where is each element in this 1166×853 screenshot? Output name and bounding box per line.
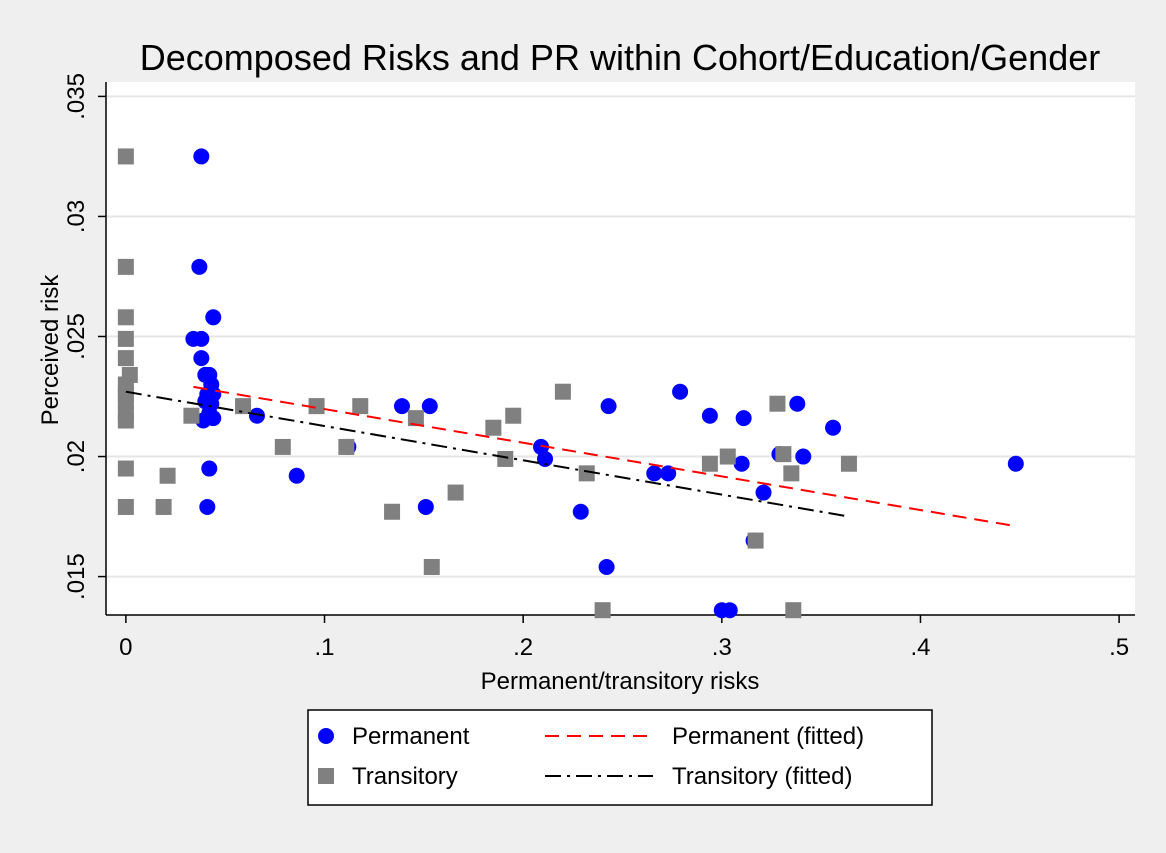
- x-tick-label: .2: [513, 634, 533, 661]
- permanent-point: [537, 450, 554, 467]
- transitory-point: [775, 446, 792, 463]
- transitory-point: [117, 460, 134, 477]
- permanent-point: [660, 465, 677, 482]
- permanent-point: [393, 398, 410, 415]
- transitory-point: [338, 438, 355, 455]
- transitory-point: [554, 383, 571, 400]
- transitory-point: [117, 309, 134, 326]
- permanent-point: [789, 395, 806, 412]
- transitory-fitted-line: [125, 390, 850, 518]
- transitory-point: [783, 465, 800, 482]
- transitory-point: [117, 498, 134, 515]
- transitory-point: [785, 602, 802, 619]
- transitory-point: [497, 450, 514, 467]
- permanent-point: [825, 419, 842, 436]
- legend-label: Transitory: [352, 763, 458, 790]
- y-axis-label: Perceived risk: [37, 274, 64, 426]
- permanent-point: [191, 258, 208, 275]
- transitory-point: [769, 395, 786, 412]
- transitory-point: [384, 503, 401, 520]
- x-tick-label: .4: [910, 634, 930, 661]
- permanent-point: [721, 602, 738, 619]
- x-tick-label: .5: [1109, 634, 1129, 661]
- x-axis-label: Permanent/transitory risks: [481, 668, 760, 695]
- transitory-point: [423, 558, 440, 575]
- x-tick-label: .1: [315, 634, 335, 661]
- transitory-point: [117, 258, 134, 275]
- permanent-point: [795, 448, 812, 465]
- legend-label: Transitory (fitted): [672, 763, 852, 790]
- permanent-point: [755, 484, 772, 501]
- permanent-fitted-line: [193, 385, 1016, 528]
- permanent-point: [193, 350, 210, 367]
- y-tick-label: .035: [63, 73, 90, 120]
- permanent-point: [288, 467, 305, 484]
- legend-box: [307, 709, 933, 806]
- transitory-point: [155, 498, 172, 515]
- transitory-point: [701, 455, 718, 472]
- permanent-point: [701, 407, 718, 424]
- chart-title: Decomposed Risks and PR within Cohort/Ed…: [140, 37, 1101, 78]
- permanent-point: [421, 398, 438, 415]
- permanent-point: [598, 558, 615, 575]
- transitory-point: [747, 532, 764, 549]
- y-tick-label: .02: [63, 440, 90, 473]
- permanent-point: [735, 410, 752, 427]
- transitory-point: [594, 602, 611, 619]
- transitory-point: [117, 148, 134, 165]
- permanent-point: [193, 148, 210, 165]
- permanent-point: [205, 309, 222, 326]
- permanent-point: [672, 383, 689, 400]
- x-tick-label: 0: [119, 634, 132, 661]
- permanent-point: [572, 503, 589, 520]
- y-tick-label: .03: [63, 200, 90, 233]
- legend-label: Permanent: [352, 723, 470, 750]
- transitory-point: [117, 393, 134, 410]
- permanent-point: [533, 438, 550, 455]
- permanent-point: [248, 407, 265, 424]
- transitory-point: [117, 412, 134, 429]
- legend-transitory-marker: [318, 768, 334, 784]
- permanent-point: [600, 398, 617, 415]
- transitory-point: [505, 407, 522, 424]
- y-tick-label: .015: [63, 553, 90, 600]
- transitory-point: [117, 330, 134, 347]
- x-tick-label: .3: [712, 634, 732, 661]
- y-tick-label: .025: [63, 313, 90, 360]
- permanent-point: [193, 330, 210, 347]
- transitory-point: [352, 398, 369, 415]
- transitory-point: [235, 398, 252, 415]
- permanent-point: [199, 498, 216, 515]
- legend-label: Permanent (fitted): [672, 723, 864, 750]
- transitory-point: [117, 350, 134, 367]
- plot-area-background: [106, 82, 1135, 615]
- transitory-point: [719, 448, 736, 465]
- transitory-point: [407, 410, 424, 427]
- permanent-point: [733, 455, 750, 472]
- legend-permanent-marker: [318, 728, 334, 744]
- permanent-point: [646, 465, 663, 482]
- transitory-point: [159, 467, 176, 484]
- transitory-point: [447, 484, 464, 501]
- transitory-point: [840, 455, 857, 472]
- permanent-point: [1007, 455, 1024, 472]
- transitory-point: [485, 419, 502, 436]
- permanent-point: [201, 460, 218, 477]
- transitory-point: [274, 438, 291, 455]
- permanent-point: [417, 498, 434, 515]
- transitory-point: [183, 407, 200, 424]
- transitory-point: [308, 398, 325, 415]
- transitory-point: [578, 465, 595, 482]
